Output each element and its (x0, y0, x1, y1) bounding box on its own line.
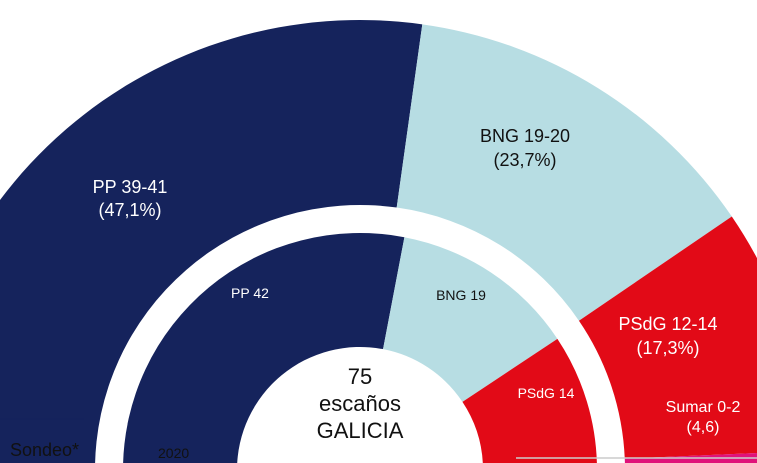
center-seat-word: escaños (319, 391, 401, 416)
outer-ring-sondeo (0, 20, 757, 463)
segment-labels: PP 39-41 (47,1%) BNG 19-20 (23,7%) PSdG 12-1… (93, 126, 741, 436)
outer-ring-segment-psdg (578, 216, 757, 459)
outer-pct-psdg: (17,3%) (636, 338, 699, 358)
outer-pct-bng: (23,7%) (493, 150, 556, 170)
outer-label-bng: BNG 19-20 (480, 126, 570, 146)
outer-label-pp: PP 39-41 (93, 177, 168, 197)
outer-ring-segment-bng (396, 24, 732, 321)
center-region: GALICIA (317, 418, 404, 443)
legend-sondeo-label: Sondeo* (10, 440, 79, 460)
center-seat-count: 75 (348, 364, 372, 389)
inner-label-bng: BNG 19 (436, 287, 486, 303)
outer-ring-segment-pp (0, 20, 423, 463)
inner-label-pp: PP 42 (231, 285, 269, 301)
inner-ring-segment-pp (123, 233, 405, 463)
inner-ring-2020 (123, 233, 597, 463)
outer-label-sumar: Sumar 0-2 (666, 399, 741, 416)
outer-pct-pp: (47,1%) (98, 200, 161, 220)
legend-2020-label: 2020 (158, 445, 189, 461)
outer-pct-sumar: (4,6) (687, 419, 720, 436)
inner-ring-segment-bng (383, 237, 558, 402)
inner-ring-segment-psdg (462, 338, 597, 463)
inner-label-psdg: PSdG 14 (518, 385, 575, 401)
outer-label-psdg: PSdG 12-14 (618, 314, 717, 334)
